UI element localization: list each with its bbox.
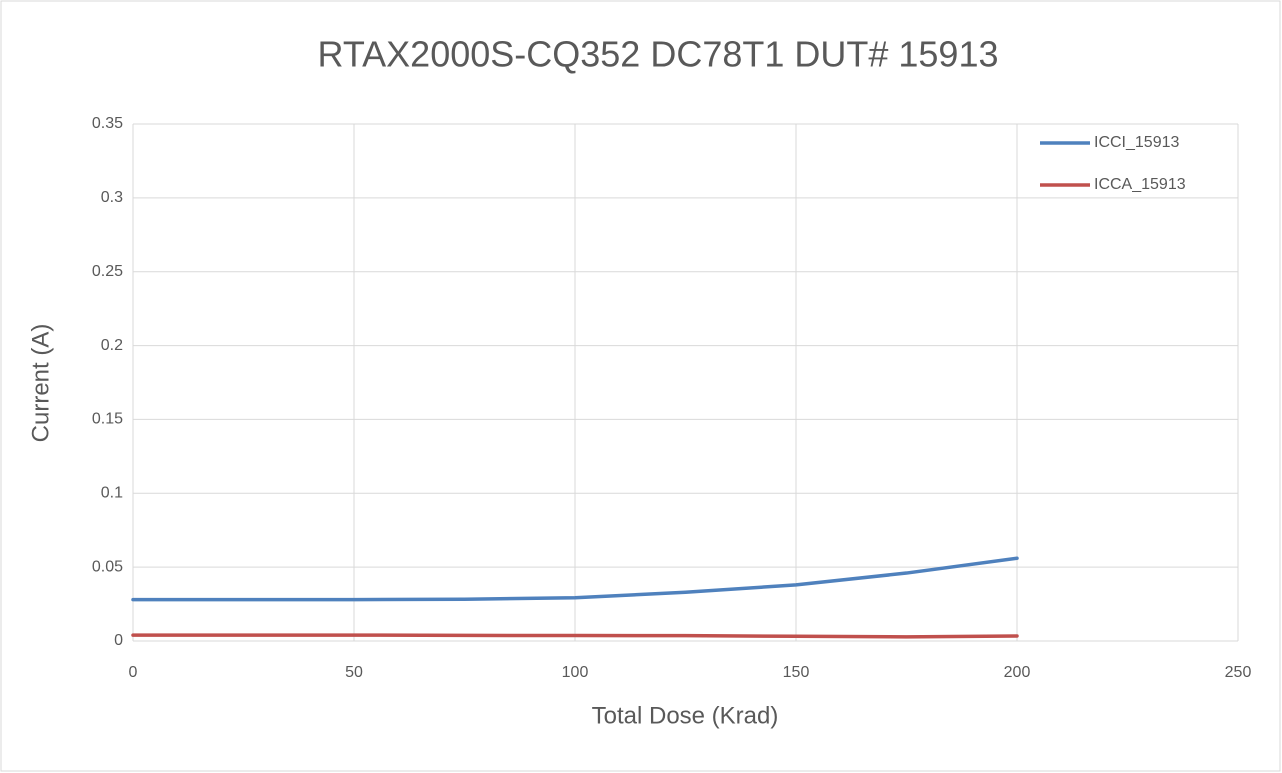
x-tick-label: 0: [129, 664, 138, 681]
y-tick-label: 0: [114, 632, 123, 649]
legend-label: ICCA_15913: [1094, 176, 1186, 193]
y-tick-label: 0.25: [92, 263, 123, 280]
data-line: [131, 556, 1019, 602]
y-tick-label: 0.15: [92, 411, 123, 428]
x-axis-label: Total Dose (Krad): [592, 702, 779, 729]
x-tick-label: 250: [1225, 664, 1252, 681]
y-tick-label: 0.05: [92, 558, 123, 575]
y-tick-label: 0.3: [101, 189, 123, 206]
chart-title: RTAX2000S-CQ352 DC78T1 DUT# 15913: [317, 34, 998, 75]
x-tick-label: 200: [1004, 664, 1031, 681]
x-tick-label: 100: [562, 664, 589, 681]
y-tick-label: 0.35: [92, 115, 123, 132]
y-tick-label: 0.1: [101, 485, 123, 502]
x-tick-label: 150: [783, 664, 810, 681]
y-axis-label: Current (A): [27, 324, 54, 443]
x-tick-label: 50: [345, 664, 363, 681]
y-tick-label: 0.2: [101, 337, 123, 354]
legend-label: ICCI_15913: [1094, 134, 1179, 151]
data-line: [131, 633, 1019, 639]
